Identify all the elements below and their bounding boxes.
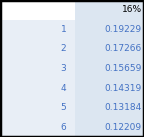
Bar	[75, 39, 144, 59]
Bar	[0, 20, 75, 39]
Text: 0.14319: 0.14319	[105, 84, 142, 93]
Text: 2: 2	[61, 44, 66, 53]
Text: 6: 6	[60, 123, 66, 132]
Bar	[75, 98, 144, 117]
Text: 1: 1	[60, 25, 66, 34]
Bar	[0, 39, 75, 59]
Text: 0.19229: 0.19229	[105, 25, 142, 34]
Bar	[75, 59, 144, 78]
Bar	[75, 78, 144, 98]
Bar	[0, 59, 75, 78]
Bar	[0, 117, 75, 137]
Text: 0.12209: 0.12209	[105, 123, 142, 132]
Text: 4: 4	[61, 84, 66, 93]
Text: 5: 5	[60, 103, 66, 112]
Text: 0.17266: 0.17266	[105, 44, 142, 53]
Bar	[75, 117, 144, 137]
Text: 16%: 16%	[122, 5, 142, 14]
Bar	[0, 98, 75, 117]
Bar	[75, 20, 144, 39]
Text: 0.15659: 0.15659	[104, 64, 142, 73]
Bar	[75, 0, 144, 20]
Bar	[0, 0, 75, 20]
Text: 0.13184: 0.13184	[105, 103, 142, 112]
Text: 3: 3	[60, 64, 66, 73]
Bar	[0, 78, 75, 98]
